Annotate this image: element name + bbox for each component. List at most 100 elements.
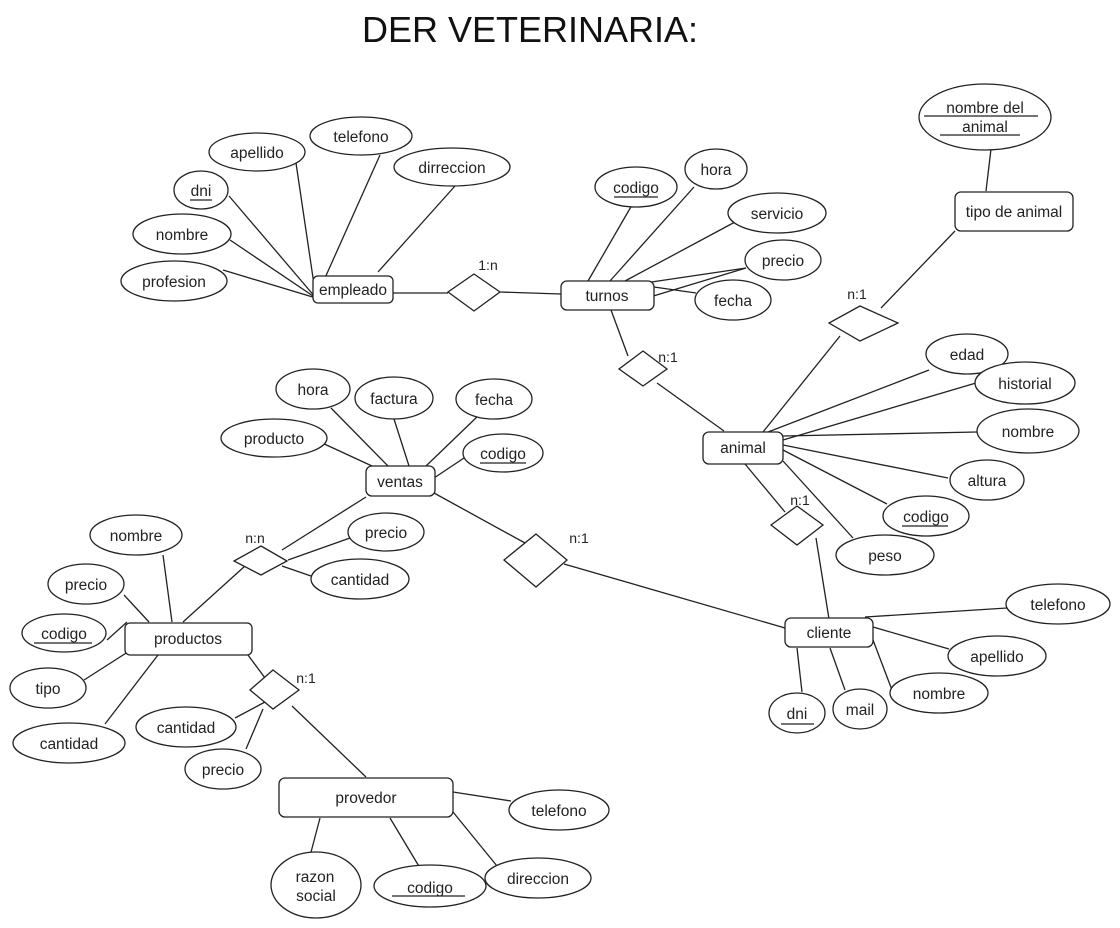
entity-ventas[interactable]: ventas [365,465,436,497]
svg-text:factura: factura [370,391,418,408]
attribute-tipo-nombre-del-animal: nombre del animal [918,83,1052,151]
entity-animal[interactable]: animal [702,431,784,465]
attribute-relation-cantidad: cantidad [310,558,410,600]
cardinality-label: n:n [245,530,264,546]
attribute-turnos-precio: precio [744,239,822,281]
cardinality-label: n:1 [569,530,589,546]
attribute-supply-precio: precio [184,748,262,790]
svg-text:codigo: codigo [480,446,526,463]
entity-empleado[interactable]: empleado [312,275,394,304]
entity-cliente[interactable]: cliente [784,617,874,648]
svg-text:direccion: direccion [507,871,569,888]
svg-text:historial: historial [998,376,1051,393]
svg-text:producto: producto [244,431,304,448]
attribute-empleado-telefono: telefono [309,116,413,156]
entity-turnos[interactable]: turnos [560,280,655,311]
attribute-provedor-codigo: codigo [373,864,487,908]
attribute-ventas-hora: hora [275,368,351,410]
entity-provedor[interactable]: provedor [278,777,454,818]
attribute-supply-cantidad: cantidad [135,706,237,748]
entity-label: productos [154,631,222,648]
connector-lines [83,148,1008,869]
svg-text:razon: razon [296,869,335,886]
svg-text:edad: edad [950,347,984,364]
cardinality-label: n:1 [658,349,678,365]
attribute-animal-edad: edad [925,333,1009,375]
svg-text:peso: peso [868,548,902,565]
svg-text:nombre: nombre [156,227,209,244]
relation-ventas-productos: n:n [232,530,289,576]
svg-text:dni: dni [787,706,808,723]
attribute-empleado-profesion: profesion [120,260,228,302]
attribute-empleado-dni: dni [173,170,229,210]
relation-empleado-turnos: 1:n [446,257,502,312]
svg-text:apellido: apellido [970,649,1023,666]
svg-text:hora: hora [297,382,328,399]
cardinality-label: n:1 [296,670,316,686]
svg-text:profesion: profesion [142,274,206,291]
svg-text:social: social [296,888,336,905]
attribute-productos-precio: precio [47,563,125,605]
entity-label: cliente [807,625,852,642]
attribute-ventas-fecha: fecha [455,378,533,420]
attribute-animal-altura: altura [949,459,1025,501]
attribute-cliente-dni: dni [768,692,826,734]
entity-label: ventas [377,474,423,491]
svg-text:fecha: fecha [714,293,752,310]
attribute-empleado-nombre: nombre [132,213,232,255]
attribute-productos-cantidad: cantidad [12,722,126,764]
svg-text:mail: mail [846,702,874,719]
entity-label: empleado [319,282,387,299]
attribute-empleado-dirreccion: dirreccion [393,147,511,187]
attribute-cliente-nombre: nombre [889,672,989,714]
cardinality-label: n:1 [847,286,867,302]
svg-text:dni: dni [191,183,212,200]
entity-label: animal [720,440,766,457]
svg-text:precio: precio [202,762,244,779]
svg-text:servicio: servicio [751,206,804,223]
entity-tipo-de-animal[interactable]: tipo de animal [954,191,1074,232]
svg-text:nombre: nombre [110,528,163,545]
attribute-animal-codigo: codigo [882,495,970,537]
svg-text:cantidad: cantidad [157,720,216,737]
svg-text:telefono: telefono [333,129,388,146]
attribute-relation-precio: precio [347,512,425,552]
attribute-turnos-servicio: servicio [727,192,827,234]
svg-text:precio: precio [365,525,407,542]
attribute-productos-nombre: nombre [89,514,183,556]
attribute-productos-codigo: codigo [21,613,107,653]
svg-text:altura: altura [968,473,1007,490]
entity-label: provedor [335,790,396,807]
attribute-provedor-telefono: telefono [508,789,610,831]
relation-animal-tipo: n:1 [827,286,900,342]
svg-text:tipo: tipo [36,681,61,698]
svg-text:fecha: fecha [475,392,513,409]
svg-text:hora: hora [700,162,731,179]
attribute-provedor-razon-social: razon social [270,851,362,919]
svg-text:animal: animal [962,119,1008,136]
entity-label: turnos [585,288,628,305]
relation-ventas-cliente: n:1 [502,530,589,588]
diagram-title: DER VETERINARIA: [362,9,698,50]
attribute-provedor-direccion: direccion [484,857,592,899]
svg-text:codigo: codigo [407,880,453,897]
attribute-empleado-apellido: apellido [208,132,306,172]
relation-productos-provedor: n:1 [248,669,316,710]
relation-animal-cliente: n:1 [769,492,825,546]
svg-text:nombre: nombre [1002,424,1055,441]
svg-text:nombre del: nombre del [946,100,1024,117]
cardinality-label: n:1 [790,492,810,508]
attribute-animal-nombre: nombre [976,408,1080,454]
cardinality-label: 1:n [478,257,497,273]
entity-label: tipo de animal [966,204,1063,221]
svg-text:codigo: codigo [903,509,949,526]
svg-text:precio: precio [762,253,804,270]
attribute-ventas-codigo: codigo [462,433,544,473]
attribute-productos-tipo: tipo [9,667,87,709]
entity-productos[interactable]: productos [124,622,253,656]
attribute-animal-historial: historial [974,361,1076,405]
relation-turnos-animal: n:1 [617,349,678,387]
attribute-cliente-mail: mail [832,688,888,730]
attribute-turnos-fecha: fecha [694,279,772,321]
